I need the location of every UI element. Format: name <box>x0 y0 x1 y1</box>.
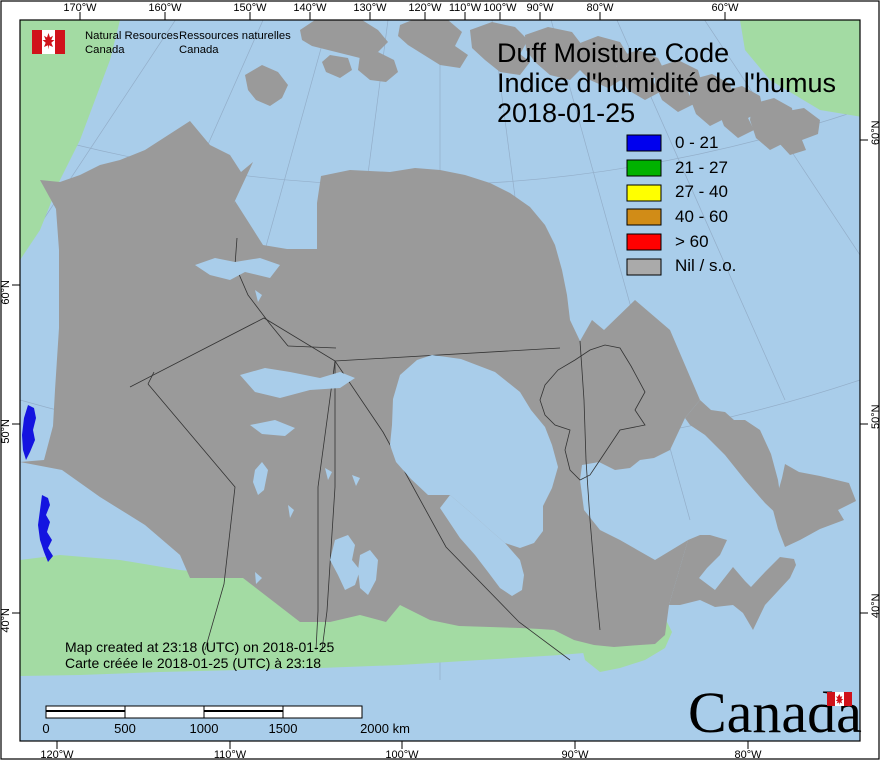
svg-text:0 - 21: 0 - 21 <box>675 133 718 152</box>
svg-text:Canada: Canada <box>85 44 125 56</box>
svg-text:27 - 40: 27 - 40 <box>675 182 728 201</box>
svg-text:110°W: 110°W <box>214 749 247 760</box>
svg-text:Canada: Canada <box>179 44 219 56</box>
svg-text:60°N: 60°N <box>0 280 12 305</box>
svg-text:50°N: 50°N <box>870 404 880 429</box>
svg-text:Carte créée le 2018-01-25 (UTC: Carte créée le 2018-01-25 (UTC) à 23:18 <box>65 655 321 671</box>
svg-text:Canada: Canada <box>688 680 862 745</box>
svg-text:140°W: 140°W <box>293 2 327 14</box>
svg-text:120°W: 120°W <box>40 749 74 760</box>
svg-text:90°W: 90°W <box>526 2 554 14</box>
svg-text:500: 500 <box>114 721 136 736</box>
svg-text:40°N: 40°N <box>0 608 12 633</box>
svg-text:130°W: 130°W <box>353 2 387 14</box>
svg-text:80°W: 80°W <box>734 749 762 760</box>
svg-text:> 60: > 60 <box>675 232 709 251</box>
svg-text:1000: 1000 <box>190 721 219 736</box>
svg-text:Nil / s.o.: Nil / s.o. <box>675 256 736 275</box>
svg-text:170°W: 170°W <box>63 2 97 14</box>
svg-text:Map created at 23:18 (UTC) on: Map created at 23:18 (UTC) on 2018-01-25 <box>65 639 334 655</box>
svg-text:40°N: 40°N <box>870 593 880 618</box>
svg-text:1500: 1500 <box>269 721 298 736</box>
svg-text:60°N: 60°N <box>870 120 880 145</box>
svg-text:100°W: 100°W <box>483 2 517 14</box>
svg-text:110°W: 110°W <box>449 2 482 14</box>
svg-text:90°W: 90°W <box>561 749 589 760</box>
svg-text:21 - 27: 21 - 27 <box>675 158 728 177</box>
svg-text:0: 0 <box>42 721 49 736</box>
svg-text:2018-01-25: 2018-01-25 <box>497 98 635 128</box>
svg-text:120°W: 120°W <box>408 2 442 14</box>
svg-text:Ressources naturelles: Ressources naturelles <box>179 30 291 42</box>
svg-text:80°W: 80°W <box>586 2 614 14</box>
svg-text:50°N: 50°N <box>0 419 12 444</box>
svg-text:100°W: 100°W <box>385 749 419 760</box>
svg-text:Duff Moisture Code: Duff Moisture Code <box>497 38 729 68</box>
svg-text:Indice d'humidité de l'humus: Indice d'humidité de l'humus <box>497 68 836 98</box>
svg-text:40 - 60: 40 - 60 <box>675 207 728 226</box>
svg-text:60°W: 60°W <box>711 2 739 14</box>
svg-text:Natural Resources: Natural Resources <box>85 30 179 42</box>
svg-text:2000 km: 2000 km <box>360 721 410 736</box>
svg-text:150°W: 150°W <box>233 2 267 14</box>
svg-text:160°W: 160°W <box>148 2 182 14</box>
